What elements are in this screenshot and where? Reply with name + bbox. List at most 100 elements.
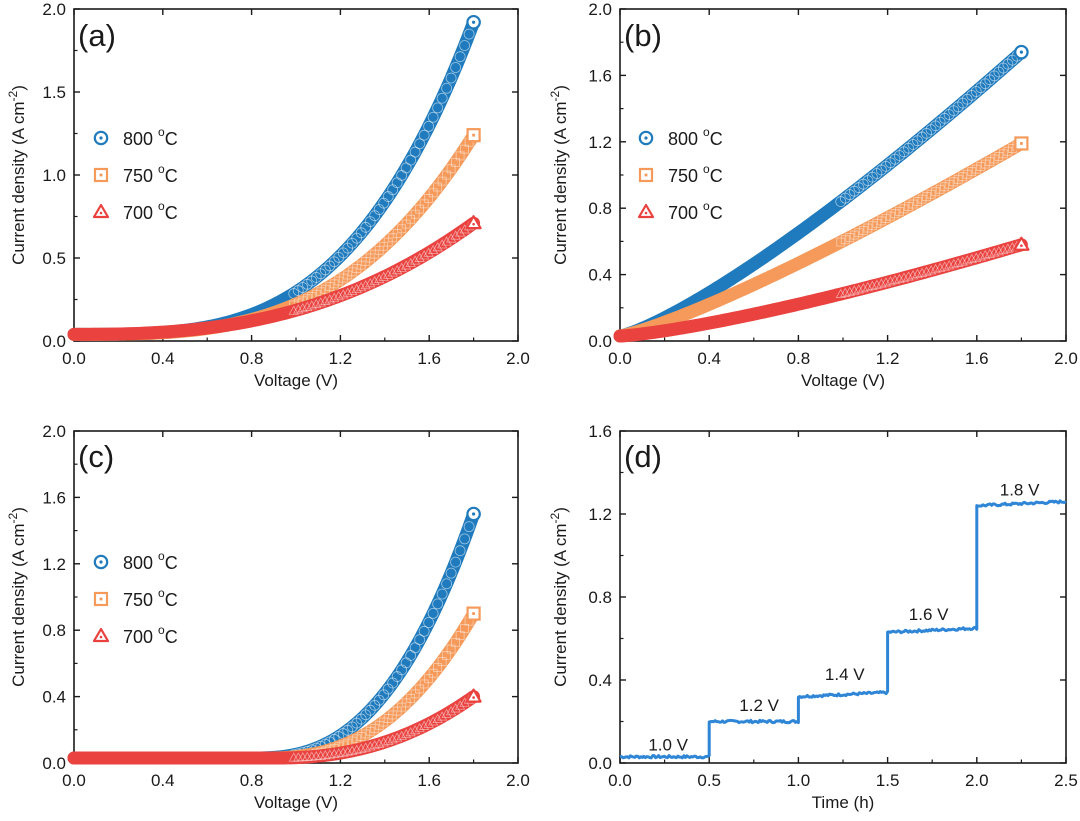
legend-item: 750 oC [93,586,178,610]
data-point [459,40,471,51]
data-point [971,252,982,262]
data-point [930,263,941,274]
data-point [912,268,923,279]
data-point [343,270,353,280]
legend-item: 750 oC [93,162,178,186]
legend-label: 800 oC [668,125,723,149]
data-point [917,194,927,204]
x-tick-label: 2.0 [1054,349,1078,368]
x-tick-label: 0.0 [62,771,86,790]
data-point [369,275,380,286]
legend-label: 700 oC [668,199,723,223]
y-tick-label: 0.0 [588,332,612,351]
data-point [383,735,394,745]
data-point [922,192,931,202]
data-point [365,726,375,736]
data-point [840,235,850,245]
data-point [423,718,434,728]
data-point [940,182,950,192]
data-point [994,151,1004,161]
legend-marker-circle [93,554,109,570]
series-red [67,215,482,341]
step-voltage-label: 1.8 V [1000,480,1040,499]
data-point [433,182,443,192]
data-point [944,179,954,189]
data-point [880,277,892,287]
legend-marker-circle [93,130,109,146]
data-point [962,255,973,265]
data-point [374,720,384,730]
y-axis-title-close: ) [551,507,570,513]
y-tick-label: 0.5 [42,249,66,268]
panel-a: 0.0 0.4 0.8 1.2 1.6 2.0 0.0 0.5 1.0 1.5 2.0 Voltage… [6,0,530,390]
data-point [415,204,425,214]
data-point [355,227,367,239]
series-end-marker [466,606,481,621]
series-end-marker [466,506,481,522]
data-point [409,146,421,158]
legend-label-degree: o [703,199,710,213]
legend-item: 700 oC [637,199,723,223]
data-point [998,149,1008,159]
data-point [853,284,865,294]
data-point [351,283,362,294]
y-tick-label: 1.2 [588,133,612,152]
x-tick-label: 0.4 [151,771,175,790]
data-point [414,138,426,150]
data-point [356,743,367,753]
data-point [347,285,358,295]
series-end-marker [466,14,481,30]
data-point [908,199,918,209]
data-point [405,726,416,737]
panel-label: (c) [78,439,114,474]
data-point [926,189,936,199]
data-point [835,288,846,298]
y-axis-title-main: Current density (A cm [551,101,570,264]
legend-label-degree: o [703,125,710,139]
data-point [297,302,308,313]
data-point [450,62,462,73]
legend-label: 800 oC [123,549,178,573]
legend-label-unit: C [165,166,178,186]
data-point [948,258,959,269]
data-point [849,230,859,240]
y-axis-title-close: ) [9,85,28,91]
x-tick-label: 0.5 [697,771,721,790]
y-tick-label: 0.0 [588,754,612,773]
data-point [428,188,438,198]
x-tick-label: 0.4 [151,349,175,368]
step-voltage-label: 1.4 V [825,665,865,684]
data-point [338,747,349,757]
y-tick-label: 1.6 [588,422,612,441]
y-axis-title-main: Current density (A cm [9,101,28,264]
legend-label-unit: C [165,203,178,223]
data-point [980,249,991,260]
data-point [966,253,977,264]
data-point [441,708,452,718]
y-tick-label: 1.5 [42,83,66,102]
data-point [406,214,416,224]
y-axis-title-sup: -2 [6,512,20,523]
legend-label-unit: C [165,553,178,573]
x-tick-label: 0.4 [697,349,721,368]
data-point [840,287,851,297]
data-point [437,657,447,666]
y-tick-label: 2.0 [42,0,66,19]
y-axis-title-close: ) [551,85,570,91]
legend-label-degree: o [158,199,165,213]
legend-label-unit: C [710,129,723,149]
data-point [406,694,416,703]
y-tick-label: 0.0 [42,754,66,773]
data-point [329,279,339,289]
data-point [952,257,964,267]
y-axis-title: Current density (A cm-2) [6,85,28,265]
series-end-marker [466,128,481,143]
legend-label: 750 oC [123,162,178,186]
data-point [867,221,877,231]
panel-label: (b) [624,18,662,53]
legend-label-unit: C [165,129,178,149]
data-point [876,278,887,288]
series-end-marker [465,688,482,703]
data-point [414,634,426,646]
